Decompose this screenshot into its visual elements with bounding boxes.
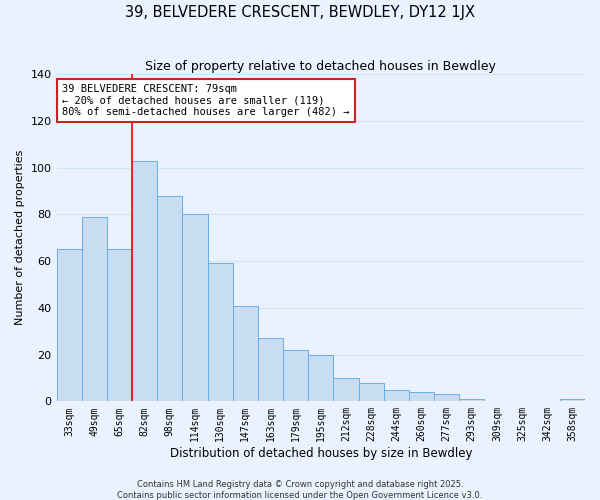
Bar xyxy=(157,196,182,402)
X-axis label: Distribution of detached houses by size in Bewdley: Distribution of detached houses by size … xyxy=(170,447,472,460)
Text: Contains HM Land Registry data © Crown copyright and database right 2025.
Contai: Contains HM Land Registry data © Crown c… xyxy=(118,480,482,500)
Bar xyxy=(233,306,258,402)
Text: 39, BELVEDERE CRESCENT, BEWDLEY, DY12 1JX: 39, BELVEDERE CRESCENT, BEWDLEY, DY12 1J… xyxy=(125,5,475,20)
Bar xyxy=(308,354,334,402)
Bar xyxy=(359,382,383,402)
Bar xyxy=(334,378,359,402)
Bar xyxy=(560,399,585,402)
Bar xyxy=(56,250,82,402)
Bar xyxy=(409,392,434,402)
Bar xyxy=(383,390,409,402)
Bar xyxy=(82,216,107,402)
Y-axis label: Number of detached properties: Number of detached properties xyxy=(15,150,25,326)
Bar xyxy=(182,214,208,402)
Text: 39 BELVEDERE CRESCENT: 79sqm
← 20% of detached houses are smaller (119)
80% of s: 39 BELVEDERE CRESCENT: 79sqm ← 20% of de… xyxy=(62,84,349,117)
Bar xyxy=(434,394,459,402)
Title: Size of property relative to detached houses in Bewdley: Size of property relative to detached ho… xyxy=(145,60,496,73)
Bar xyxy=(283,350,308,402)
Bar xyxy=(208,264,233,402)
Bar xyxy=(107,250,132,402)
Bar xyxy=(459,399,484,402)
Bar xyxy=(132,160,157,402)
Bar xyxy=(258,338,283,402)
